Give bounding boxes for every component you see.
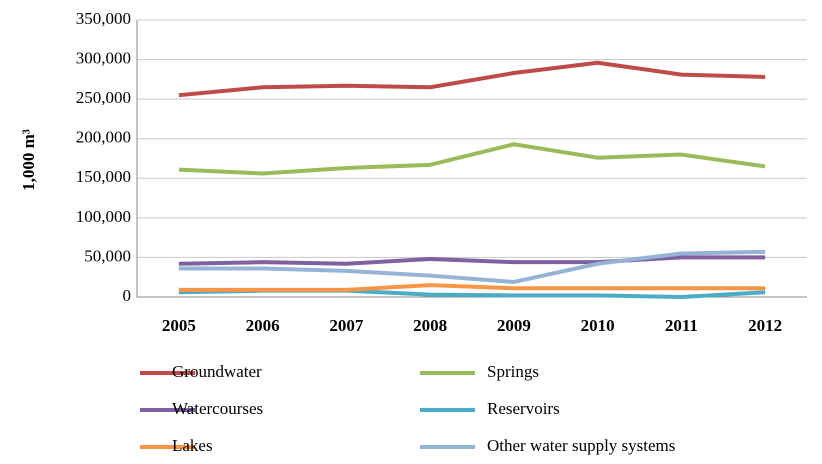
- x-tick-label: 2006: [246, 316, 280, 335]
- legend-label: Springs: [487, 362, 539, 381]
- series-line: [178, 60, 766, 98]
- x-tick-label: 2011: [665, 316, 698, 335]
- y-axis-label: 1,000 m³: [19, 129, 38, 191]
- series-line: [178, 142, 766, 176]
- series-line: [178, 255, 766, 266]
- y-tick-label: 150,000: [76, 167, 131, 186]
- legend-label: Other water supply systems: [487, 436, 675, 455]
- x-tick-label: 2012: [748, 316, 782, 335]
- x-tick-label: 2005: [162, 316, 196, 335]
- y-tick-label: 200,000: [76, 128, 131, 147]
- y-tick-label: 250,000: [76, 88, 131, 107]
- legend-label: Groundwater: [172, 362, 262, 381]
- x-tick-label: 2010: [581, 316, 615, 335]
- x-tick-label: 2007: [329, 316, 364, 335]
- series-line: [178, 249, 766, 284]
- legend-label: Lakes: [172, 436, 213, 455]
- series-line: [178, 283, 766, 292]
- y-tick-label: 50,000: [84, 246, 131, 265]
- y-tick-label: 100,000: [76, 207, 131, 226]
- legend-label: Reservoirs: [487, 399, 560, 418]
- x-tick-label: 2009: [497, 316, 531, 335]
- y-tick-label: 300,000: [76, 48, 131, 67]
- legend-label: Watercourses: [172, 399, 263, 418]
- x-tick-label: 2008: [413, 316, 447, 335]
- y-tick-label: 350,000: [76, 9, 131, 28]
- y-tick-label: 0: [123, 286, 132, 305]
